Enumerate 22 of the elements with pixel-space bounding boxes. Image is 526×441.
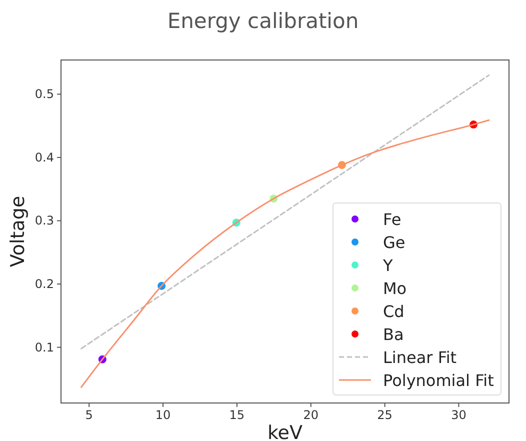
x-tick-label: 15 bbox=[229, 408, 245, 422]
legend-label: Linear Fit bbox=[383, 348, 457, 367]
x-tick-label: 30 bbox=[451, 408, 466, 422]
y-tick-label: 0.2 bbox=[34, 277, 54, 292]
legend-label: Cd bbox=[383, 302, 404, 321]
legend-label: Ba bbox=[383, 325, 404, 344]
y-tick-label: 0.3 bbox=[34, 214, 54, 228]
x-tick-label: 10 bbox=[155, 408, 171, 422]
x-axis-title: keV bbox=[267, 422, 303, 441]
chart-title: Energy calibration bbox=[167, 9, 359, 33]
legend-label: Ge bbox=[383, 233, 406, 252]
x-tick-label: 5 bbox=[85, 408, 93, 422]
y-tick-label: 0.4 bbox=[34, 150, 54, 164]
y-tick-label: 0.1 bbox=[34, 340, 54, 354]
legend-label: Mo bbox=[383, 279, 407, 298]
y-tick-label: 0.5 bbox=[34, 87, 54, 102]
legend-label: Polynomial Fit bbox=[383, 371, 494, 390]
x-tick-label: 20 bbox=[303, 408, 319, 422]
legend-label: Fe bbox=[383, 210, 402, 229]
x-tick-label: 25 bbox=[377, 408, 392, 422]
legend-label: Y bbox=[382, 256, 393, 275]
y-axis-title: Voltage bbox=[7, 196, 29, 268]
